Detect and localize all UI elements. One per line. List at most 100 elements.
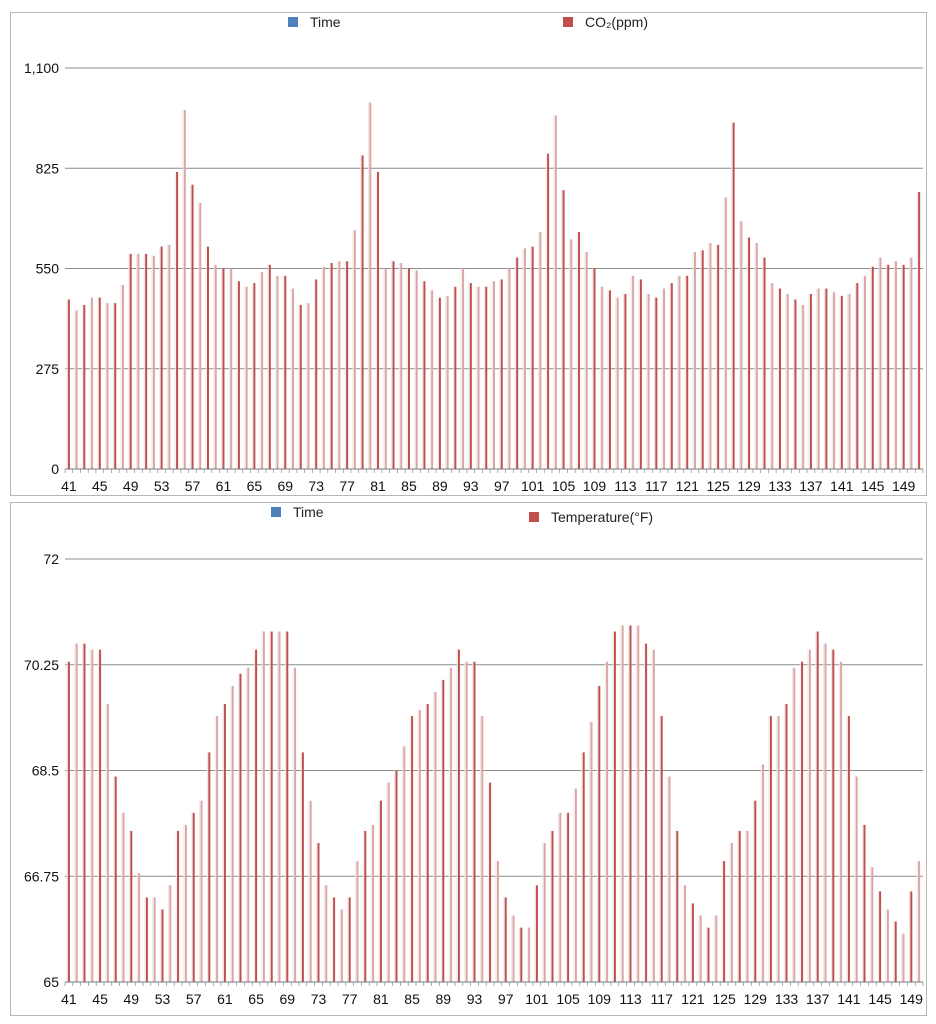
bar-0-110	[601, 286, 604, 469]
bar-edge-1-123	[706, 927, 708, 982]
x-tick-label-0-5: 61	[216, 478, 232, 494]
bar-edge-1-150	[916, 861, 918, 982]
bar-0-144	[864, 275, 867, 469]
bar-1-76	[340, 909, 343, 982]
bar-0-95	[485, 286, 488, 469]
x-tick-label-1-1: 45	[92, 991, 108, 1007]
bar-edge-1-55	[175, 830, 177, 982]
bar-0-138	[817, 288, 820, 469]
bar-1-48	[122, 812, 125, 982]
bar-edge-0-80	[367, 102, 369, 469]
bar-edge-1-116	[651, 649, 653, 982]
bar-edge-0-48	[120, 284, 122, 469]
bar-1-136	[808, 649, 811, 982]
bar-1-84	[403, 746, 406, 982]
bar-0-131	[763, 257, 766, 469]
bar-0-134	[786, 294, 789, 469]
bar-0-102	[539, 232, 542, 469]
bar-edge-1-112	[620, 625, 622, 982]
bar-edge-0-42	[74, 310, 76, 469]
bar-1-86	[418, 710, 421, 982]
bar-0-78	[353, 230, 356, 469]
bar-1-82	[387, 782, 390, 982]
bar-1-138	[824, 643, 827, 982]
x-tick-label-0-7: 69	[278, 478, 294, 494]
bar-edge-0-104	[553, 115, 555, 470]
bar-edge-1-42	[74, 643, 76, 982]
bar-edge-1-149	[908, 891, 910, 982]
bar-edge-0-84	[398, 263, 400, 469]
y-tick-label-1-3: 70.25	[24, 657, 59, 673]
bar-0-139	[825, 288, 828, 469]
bar-1-140	[840, 661, 843, 982]
bar-edge-1-51	[144, 897, 146, 982]
bar-0-69	[284, 275, 287, 469]
bar-edge-0-115	[638, 279, 640, 469]
bar-0-65	[253, 283, 256, 469]
bar-0-140	[833, 292, 836, 469]
bar-0-126	[724, 197, 727, 469]
bar-1-92	[465, 661, 468, 982]
bar-1-114	[637, 625, 640, 982]
bar-edge-1-85	[409, 716, 411, 982]
bar-1-150	[918, 861, 921, 982]
bar-0-99	[516, 257, 519, 469]
bar-edge-0-56	[182, 109, 184, 469]
bar-edge-0-76	[337, 261, 339, 469]
bar-0-122	[693, 252, 696, 469]
bar-edge-0-123	[700, 250, 702, 469]
x-tick-label-0-1: 45	[92, 478, 108, 494]
bar-0-135	[794, 299, 797, 469]
bar-edge-0-136	[800, 304, 802, 469]
bar-edge-0-73	[313, 279, 315, 469]
x-tick-label-0-20: 121	[676, 478, 700, 494]
bar-edge-0-147	[885, 264, 887, 469]
bar-edge-0-57	[190, 184, 192, 469]
bar-edge-0-117	[653, 297, 655, 469]
bar-edge-0-88	[429, 290, 431, 469]
bar-edge-0-135	[793, 299, 795, 469]
bar-edge-0-67	[267, 264, 269, 469]
x-tick-label-1-22: 129	[744, 991, 768, 1007]
bar-edge-1-84	[401, 746, 403, 982]
bar-0-89	[438, 297, 441, 469]
bar-edge-1-53	[160, 909, 162, 982]
bar-0-149	[902, 264, 905, 469]
bar-edge-0-82	[383, 268, 385, 469]
bar-edge-1-133	[784, 704, 786, 982]
bar-edge-1-90	[448, 667, 450, 982]
bar-edge-1-88	[433, 691, 435, 982]
bar-edge-0-66	[259, 272, 261, 469]
bar-0-112	[616, 297, 619, 469]
bar-edge-0-146	[878, 257, 880, 469]
bar-1-89	[442, 679, 445, 982]
bar-0-70	[292, 288, 295, 469]
bar-0-103	[547, 153, 550, 469]
bar-1-83	[395, 770, 398, 982]
legend-label-co2: CO₂(ppm)	[585, 14, 648, 30]
bar-1-123	[707, 927, 710, 982]
bar-1-119	[676, 830, 679, 982]
bar-0-86	[415, 270, 418, 469]
bar-edge-1-114	[635, 625, 637, 982]
bar-edge-0-129	[746, 237, 748, 469]
bar-0-106	[570, 239, 573, 469]
bar-edge-1-48	[121, 812, 123, 982]
bar-edge-0-86	[414, 270, 416, 469]
bar-1-147	[894, 921, 897, 982]
bar-1-107	[582, 752, 585, 982]
bar-edge-1-138	[823, 643, 825, 982]
bar-edge-1-69	[284, 631, 286, 982]
bar-edge-1-91	[456, 649, 458, 982]
bar-edge-1-46	[105, 704, 107, 982]
bar-0-60	[214, 264, 217, 469]
bar-edge-1-104	[557, 812, 559, 982]
x-tick-label-0-17: 109	[583, 478, 607, 494]
bar-edge-0-112	[615, 297, 617, 469]
bar-0-47	[114, 303, 117, 469]
bar-edge-1-118	[667, 776, 669, 982]
bar-edge-1-119	[674, 830, 676, 982]
bar-0-67	[268, 264, 271, 469]
y-tick-label-0-4: 1,100	[24, 60, 59, 76]
bar-edge-0-74	[321, 266, 323, 469]
